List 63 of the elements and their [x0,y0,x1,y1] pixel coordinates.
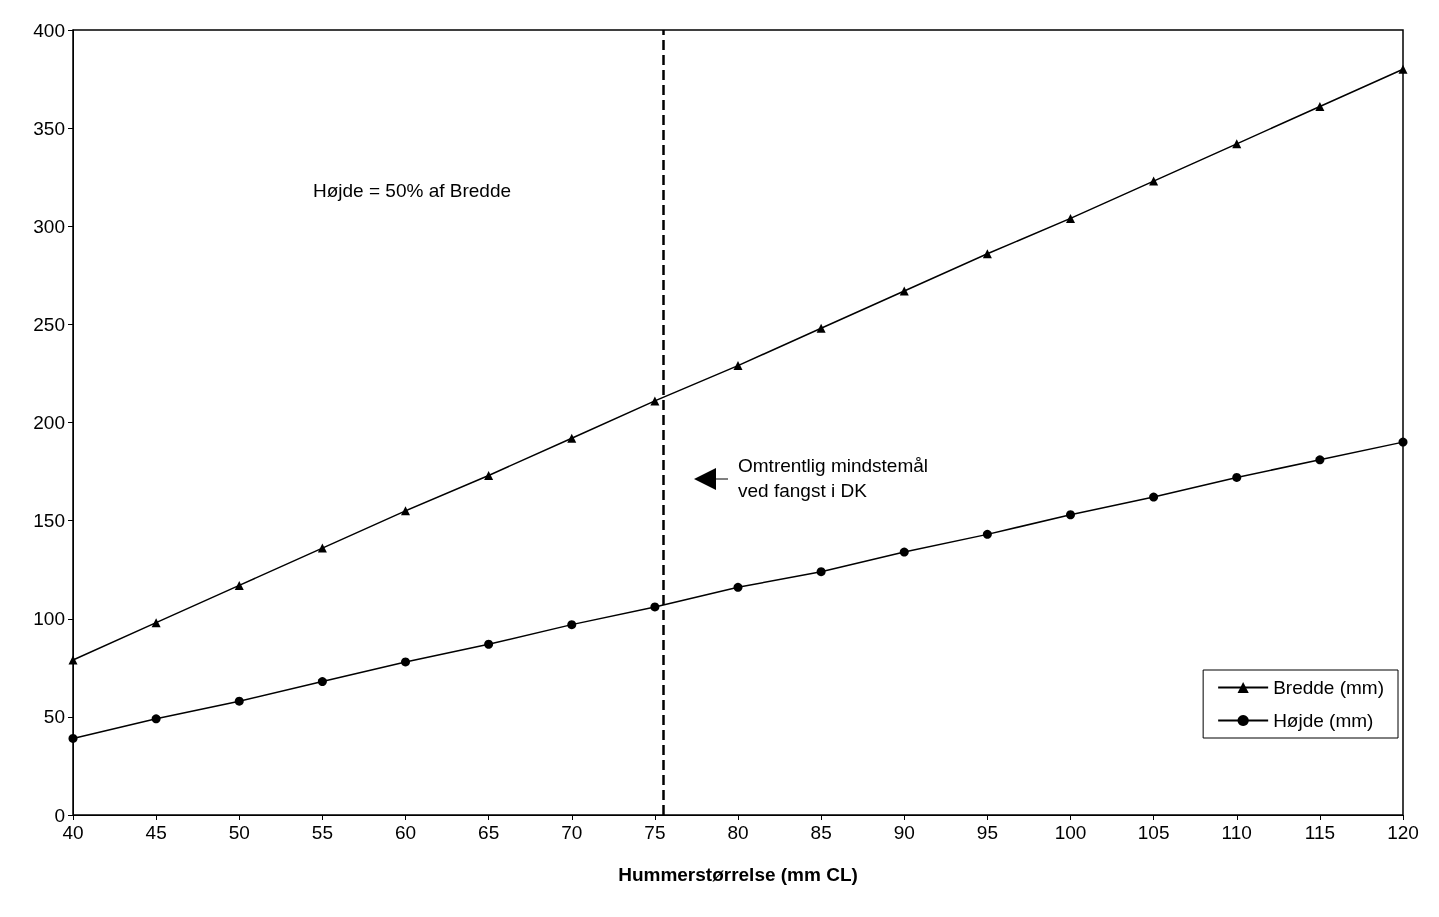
point [234,696,244,706]
x-axis-title: Hummerstørrelse (mm CL) [618,864,858,885]
y-tick-label: 250 [33,313,65,335]
point [816,323,826,333]
point [317,543,327,553]
point [1066,510,1075,520]
point [401,657,410,667]
point [401,506,410,516]
x-tick-label: 75 [644,822,666,843]
x-tick-label: 60 [394,822,417,843]
x-tick-label: 55 [311,822,333,843]
x-tick-label: 80 [727,822,749,843]
point [899,547,909,557]
point [816,567,826,577]
point [234,580,244,590]
point [1315,102,1325,112]
y-tick-label: 150 [33,510,65,532]
point [151,618,161,628]
y-tick-label: 350 [33,117,65,139]
point [733,582,743,592]
x-tick-label: 105 [1137,822,1170,843]
x-tick-label: 85 [810,822,832,843]
point [567,620,577,630]
point [68,733,78,743]
x-tick-label: 110 [1221,822,1252,843]
point [484,470,494,480]
x-tick-label: 45 [145,822,167,843]
y-tick-label: 100 [33,608,65,630]
x-tick-label: 95 [976,822,998,843]
point [484,639,494,649]
point [151,714,161,724]
point [1232,472,1242,482]
point [1066,213,1075,223]
point [650,602,660,612]
point [899,286,909,296]
x-tick-label: 65 [478,822,500,843]
point [982,529,992,539]
legend-label: Bredde (mm) [1273,677,1384,698]
legend-label: Højde (mm) [1273,710,1374,731]
point [317,677,327,687]
x-tick-label: 70 [561,822,583,843]
y-tick-label: 300 [33,215,65,237]
x-tick-label: 120 [1387,822,1419,843]
point [1149,176,1159,186]
point [1315,455,1325,465]
x-tick-label: 115 [1304,822,1336,843]
x-tick-label: 40 [62,822,84,843]
x-tick-label: 90 [893,822,915,843]
point [1398,437,1408,447]
annotation: Omtrentlig mindstemål ved fangst i DK [738,455,929,501]
y-tick-label: 50 [43,706,65,728]
point [68,655,78,665]
point [982,249,992,259]
x-tick-label: 100 [1054,822,1087,843]
point [567,433,577,443]
point [1398,64,1408,74]
y-tick-label: 0 [54,804,65,826]
point [1149,492,1159,502]
point [733,361,743,371]
y-tick-label: 200 [33,412,65,433]
annotation: Højde = 50% af Bredde [313,180,512,201]
y-tick-label: 400 [33,19,65,41]
x-tick-label: 50 [228,822,250,843]
